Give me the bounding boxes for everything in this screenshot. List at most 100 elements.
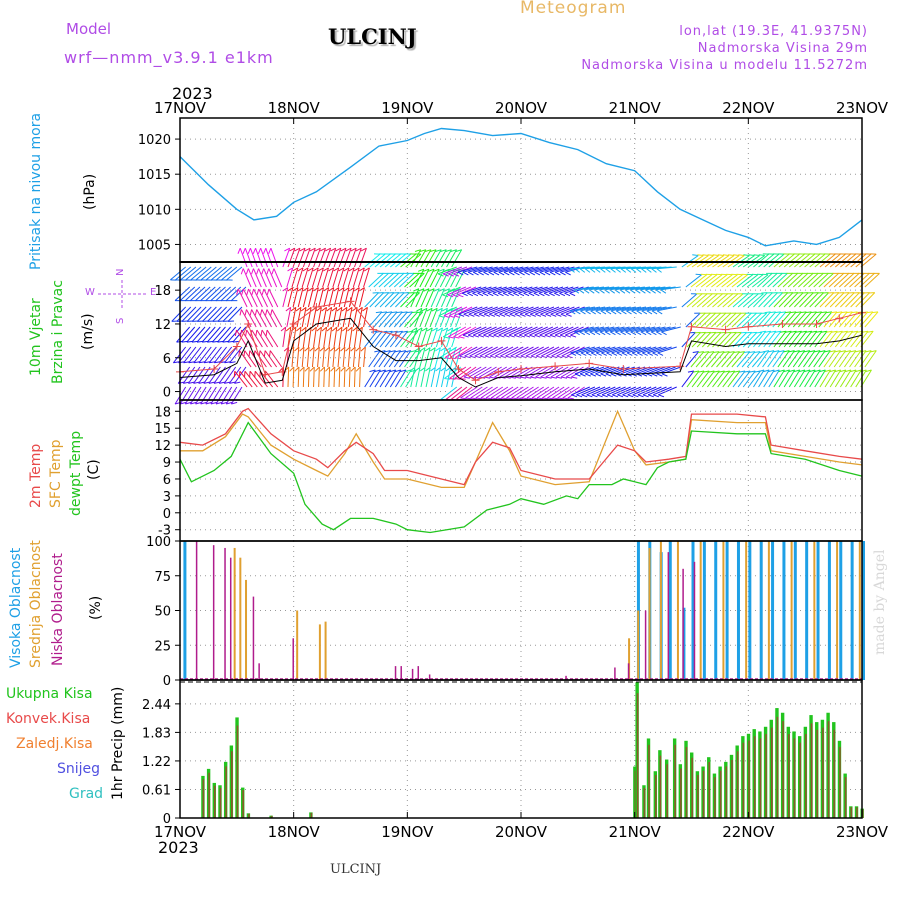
wind-barb-flag	[795, 330, 802, 333]
wind-barb	[782, 272, 798, 288]
wind-speed-line	[179, 317, 863, 388]
wind-barb-flag	[198, 361, 205, 364]
wind-barb	[322, 347, 325, 368]
wind-barb	[488, 326, 508, 336]
wind-barb	[751, 351, 766, 368]
wind-barb	[190, 386, 202, 405]
wind-barb	[778, 292, 794, 308]
wind-barb-flag	[712, 254, 719, 257]
pressure-tick-label: 1015	[138, 168, 171, 183]
wind-barb	[388, 272, 405, 288]
wind-barb-flag	[551, 355, 558, 359]
wind-barb-flag	[401, 330, 408, 333]
cloud-bar	[748, 541, 752, 680]
cloud-bar	[722, 541, 725, 680]
wind-barb-flag	[738, 254, 745, 257]
wind-barb	[447, 286, 467, 296]
wind-barb-flag	[723, 370, 730, 373]
wind-barb-flag	[404, 350, 411, 353]
precip-conv-bar	[655, 774, 657, 818]
wind-barb	[420, 327, 428, 348]
wind-barb-flag	[345, 366, 351, 372]
sfc-temp-line	[180, 409, 863, 489]
wind-barb	[513, 326, 533, 336]
wind-barb-flag	[269, 350, 271, 357]
wind-barb	[404, 350, 417, 368]
wind-barb	[541, 346, 560, 357]
wind-barb-flag	[242, 248, 246, 254]
wind-barb	[488, 266, 509, 273]
wind-barb-flag	[292, 267, 299, 272]
wind-barb	[322, 267, 329, 288]
wind-barb	[641, 366, 661, 375]
wind-barb	[614, 286, 635, 291]
wind-barb	[546, 346, 565, 357]
wind-barb	[405, 369, 417, 388]
cloud-bar	[417, 666, 420, 680]
wind-barb	[424, 268, 435, 288]
wind-barb	[555, 306, 575, 315]
precip-conv-bar	[725, 766, 728, 818]
wind-barb	[748, 293, 764, 308]
cloud-bar	[324, 621, 327, 680]
model-name: wrf—nmm_v3.9.1 e1km	[64, 48, 274, 67]
wind-barb-flag	[384, 350, 391, 353]
wind-barb	[631, 346, 652, 354]
wind-barb	[268, 268, 278, 288]
wind-barb-flag	[748, 254, 755, 257]
wind-barb	[465, 386, 483, 399]
wind-barb	[788, 292, 804, 308]
wind-barb-flag	[400, 369, 407, 373]
wind-barb	[818, 311, 833, 328]
gust-marker	[687, 322, 696, 331]
wind-barb-flag	[413, 288, 420, 292]
wind-barb-flag	[815, 311, 822, 314]
temp-tick-label: 9	[163, 456, 171, 471]
wind-barb-flag	[331, 326, 338, 332]
wind-barb-flag	[785, 311, 792, 314]
wind-barb-flag	[430, 249, 437, 252]
wind-barb	[424, 347, 431, 368]
wind-barb	[571, 386, 590, 396]
wind-barb	[753, 292, 768, 308]
wind-barb	[364, 369, 376, 388]
wind-barb	[658, 386, 677, 396]
wind-barb-flag	[219, 381, 226, 384]
wind-barb	[244, 248, 253, 268]
wind-barb-flag	[247, 248, 251, 254]
wind-barb	[306, 267, 314, 288]
precip-conv-bar	[697, 774, 699, 818]
wind-barb	[777, 272, 793, 288]
wind-barb-flag	[485, 397, 493, 400]
compass-w: W	[85, 287, 95, 298]
wind-barb	[762, 272, 778, 288]
wind-barb-flag	[579, 373, 586, 377]
wind-barb-flag	[540, 376, 547, 379]
wind-barb	[435, 367, 441, 388]
pressure-line	[179, 127, 863, 247]
wind-barb	[690, 312, 706, 328]
wind-barb-flag	[195, 401, 202, 405]
wind-barb	[373, 272, 389, 288]
wind-barb-flag	[525, 376, 532, 379]
wind-barb-flag	[543, 292, 550, 297]
wind-barb	[640, 326, 661, 333]
wind-barb	[758, 292, 773, 308]
wind-barb	[352, 307, 358, 328]
wind-barb	[425, 367, 431, 388]
wind-barb-flag	[596, 394, 603, 398]
wind-barb-flag	[394, 369, 402, 373]
wind-barb	[318, 287, 324, 308]
wind-barb-flag	[529, 334, 536, 338]
wind-barb	[255, 248, 263, 268]
wind-barb-flag	[533, 292, 540, 297]
precip-tick-label: 1.22	[142, 755, 171, 770]
wind-barb	[415, 327, 423, 348]
wind-barb-flag	[584, 268, 591, 273]
wind-barb-flag	[338, 267, 345, 272]
wind-barb-flag	[795, 311, 802, 314]
wind-barb	[338, 287, 345, 308]
wind-barb-flag	[498, 334, 505, 338]
wind-barb	[727, 332, 742, 348]
wind-barb	[463, 366, 482, 378]
